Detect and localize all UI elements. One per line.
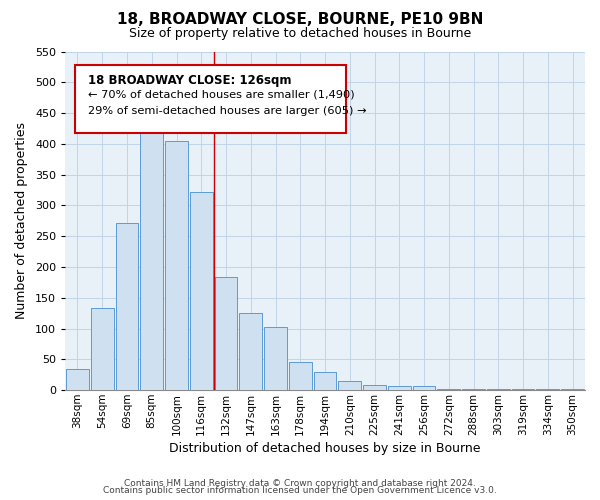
Text: 18 BROADWAY CLOSE: 126sqm: 18 BROADWAY CLOSE: 126sqm [88, 74, 292, 86]
FancyBboxPatch shape [76, 65, 346, 133]
Text: Contains public sector information licensed under the Open Government Licence v3: Contains public sector information licen… [103, 486, 497, 495]
Bar [66, 368, 89, 390]
X-axis label: Distribution of detached houses by size in Bourne: Distribution of detached houses by size … [169, 442, 481, 455]
Bar [239, 313, 262, 390]
Bar [140, 126, 163, 390]
Bar [512, 389, 535, 390]
Bar [487, 389, 510, 390]
Bar [91, 308, 113, 390]
Bar [215, 278, 238, 390]
Bar [413, 386, 436, 390]
Text: 18, BROADWAY CLOSE, BOURNE, PE10 9BN: 18, BROADWAY CLOSE, BOURNE, PE10 9BN [117, 12, 483, 28]
Text: 29% of semi-detached houses are larger (605) →: 29% of semi-detached houses are larger (… [88, 106, 367, 117]
Bar [363, 385, 386, 390]
Bar [289, 362, 311, 390]
Text: Contains HM Land Registry data © Crown copyright and database right 2024.: Contains HM Land Registry data © Crown c… [124, 478, 476, 488]
Bar [165, 141, 188, 390]
Bar [264, 326, 287, 390]
Text: ← 70% of detached houses are smaller (1,490): ← 70% of detached houses are smaller (1,… [88, 90, 355, 100]
Bar [314, 372, 337, 390]
Y-axis label: Number of detached properties: Number of detached properties [15, 122, 28, 320]
Bar [338, 381, 361, 390]
Bar [437, 389, 460, 390]
Bar [462, 389, 485, 390]
Bar [536, 389, 559, 390]
Bar [388, 386, 411, 390]
Bar [116, 224, 139, 390]
Text: Size of property relative to detached houses in Bourne: Size of property relative to detached ho… [129, 28, 471, 40]
Bar [190, 192, 212, 390]
Bar [561, 389, 584, 390]
